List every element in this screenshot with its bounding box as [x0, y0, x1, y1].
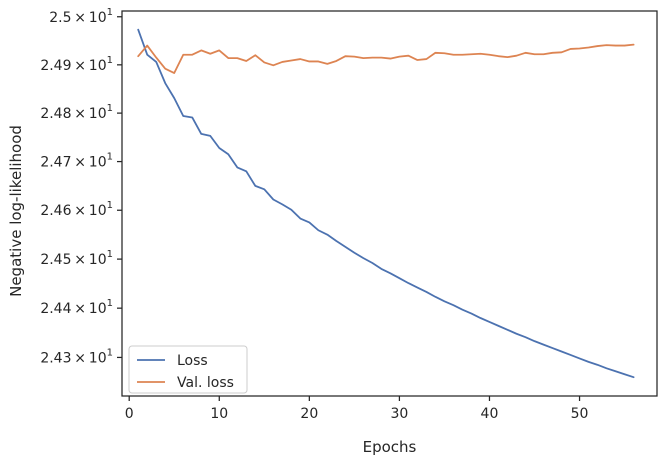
y-tick-label: 2.46 × 101 [40, 200, 113, 219]
x-tick-label: 20 [300, 406, 318, 422]
legend-label: Val. loss [177, 375, 234, 391]
y-axis-label: Negative log-likelihood [7, 125, 25, 297]
x-axis-label: Epochs [363, 438, 417, 456]
legend-label: Loss [177, 353, 208, 369]
y-tick-label: 2.44 × 101 [40, 298, 113, 317]
x-tick-label: 50 [571, 406, 589, 422]
series-line-1 [137, 28, 635, 379]
y-tick-label: 2.43 × 101 [40, 347, 113, 366]
x-tick-label: 40 [481, 406, 499, 422]
x-tick-label: 30 [390, 406, 408, 422]
plot-area [122, 11, 657, 396]
y-tick-label: 2.5 × 101 [49, 7, 113, 26]
x-tick-label: 0 [125, 406, 134, 422]
y-tick-label: 2.45 × 101 [40, 249, 113, 268]
plot-frame [121, 10, 658, 397]
y-axis-ticks: 2.43 × 101 2.44 × 101 2.45 × 101 2.46 × 101… [40, 7, 122, 366]
y-tick-label: 2.47 × 101 [40, 152, 113, 171]
series-lines [137, 28, 635, 379]
x-axis-ticks: 0 10 20 30 40 50 [125, 396, 589, 422]
series-line-2 [137, 43, 635, 74]
x-tick-label: 10 [210, 406, 228, 422]
y-tick-label: 2.49 × 101 [40, 55, 113, 74]
y-tick-label: 2.48 × 101 [40, 103, 113, 122]
legend: Loss Val. loss [128, 345, 248, 394]
